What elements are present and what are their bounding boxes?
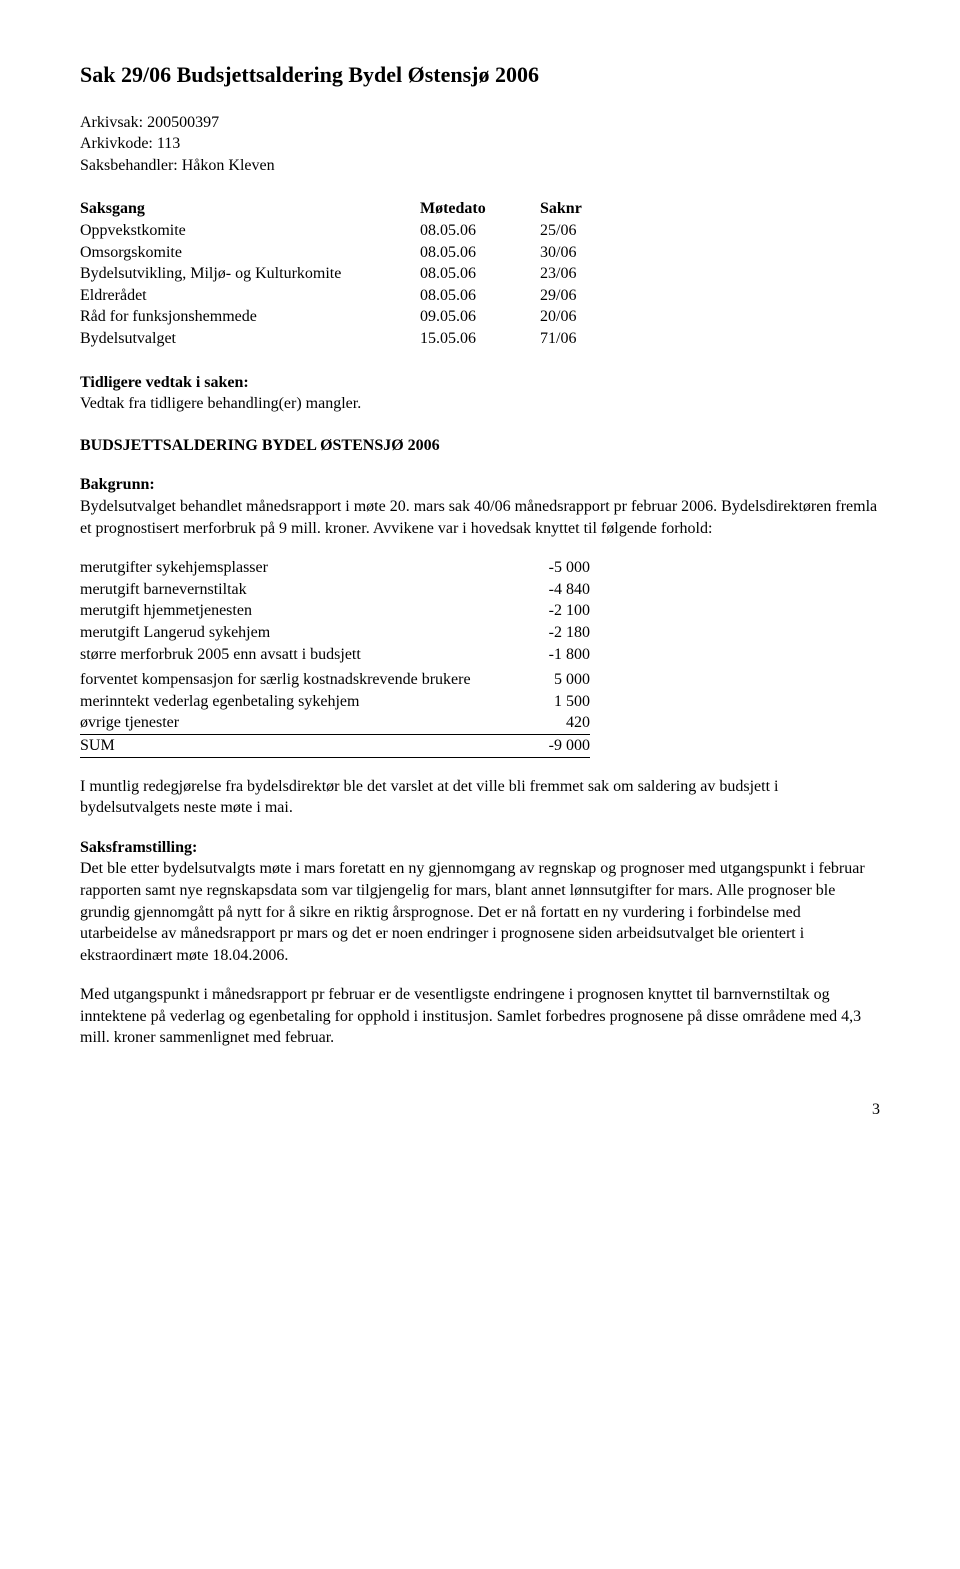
cost-val: -2 180 xyxy=(500,622,590,644)
cost-desc: merutgift barnevernstiltak xyxy=(80,579,500,601)
cost-row: øvrige tjenester 420 xyxy=(80,712,590,734)
arkivsak-value: 200500397 xyxy=(147,114,219,131)
bakgrunn-label: Bakgrunn: xyxy=(80,476,155,493)
cost-desc: merutgifter sykehjemsplasser xyxy=(80,557,500,579)
saksgang-table: Saksgang Møtedato Saknr Oppvekstkomite 0… xyxy=(80,198,620,349)
saksgang-header-body: Saksgang xyxy=(80,198,420,220)
saksframstilling-label: Saksframstilling: xyxy=(80,839,197,856)
bakgrunn-text: Bydelsutvalget behandlet månedsrapport i… xyxy=(80,498,877,537)
saksgang-header-row: Saksgang Møtedato Saknr xyxy=(80,198,620,220)
arkivkode-value: 113 xyxy=(157,135,180,152)
arkivsak-label: Arkivsak: xyxy=(80,114,147,131)
saksframstilling-text: Det ble etter bydelsutvalgts møte i mars… xyxy=(80,860,865,963)
cost-desc: større merforbruk 2005 enn avsatt i buds… xyxy=(80,644,500,666)
para-utgangspunkt: Med utgangspunkt i månedsrapport pr febr… xyxy=(80,984,880,1049)
tidligere-text: Vedtak fra tidligere behandling(er) mang… xyxy=(80,393,880,415)
saksgang-date: 09.05.06 xyxy=(420,306,540,328)
saksgang-saknr: 30/06 xyxy=(540,242,620,264)
arkivkode-label: Arkivkode: xyxy=(80,135,157,152)
cost-val: -5 000 xyxy=(500,557,590,579)
arkivkode-line: Arkivkode: 113 xyxy=(80,133,880,155)
cost-sum-row: SUM -9 000 xyxy=(80,734,590,757)
page-number: 3 xyxy=(80,1099,880,1121)
cost-sum-desc: SUM xyxy=(80,734,500,757)
saksbehandler-value: Håkon Kleven xyxy=(182,157,275,174)
main-heading: BUDSJETTSALDERING BYDEL ØSTENSJØ 2006 xyxy=(80,435,880,457)
saksbehandler-label: Saksbehandler: xyxy=(80,157,182,174)
saksgang-date: 15.05.06 xyxy=(420,328,540,350)
cost-val: 1 500 xyxy=(500,691,590,713)
saksgang-date: 08.05.06 xyxy=(420,263,540,285)
saksgang-body: Eldrerådet xyxy=(80,285,420,307)
saksgang-saknr: 25/06 xyxy=(540,220,620,242)
cost-val: -2 100 xyxy=(500,600,590,622)
cost-val: -1 800 xyxy=(500,644,590,666)
para-redegjorelse: I muntlig redegjørelse fra bydelsdirektø… xyxy=(80,776,880,819)
bakgrunn-para: Bakgrunn: Bydelsutvalget behandlet måned… xyxy=(80,474,880,539)
cost-val: 420 xyxy=(500,712,590,734)
cost-desc: merutgift hjemmetjenesten xyxy=(80,600,500,622)
costs-table: merutgifter sykehjemsplasser -5 000 meru… xyxy=(80,557,590,757)
cost-sum-val: -9 000 xyxy=(500,734,590,757)
cost-val: 5 000 xyxy=(500,669,590,691)
saksgang-row: Bydelsutvikling, Miljø- og Kulturkomite … xyxy=(80,263,620,285)
cost-row: merutgift hjemmetjenesten -2 100 xyxy=(80,600,590,622)
cost-desc: øvrige tjenester xyxy=(80,712,500,734)
arkivsak-line: Arkivsak: 200500397 xyxy=(80,112,880,134)
cost-val: -4 840 xyxy=(500,579,590,601)
saksgang-header-date: Møtedato xyxy=(420,198,540,220)
meta-block: Arkivsak: 200500397 Arkivkode: 113 Saksb… xyxy=(80,112,880,177)
saksgang-date: 08.05.06 xyxy=(420,220,540,242)
saksgang-row: Eldrerådet 08.05.06 29/06 xyxy=(80,285,620,307)
saksgang-saknr: 71/06 xyxy=(540,328,620,350)
saksgang-header-saknr: Saknr xyxy=(540,198,620,220)
saksgang-body: Råd for funksjonshemmede xyxy=(80,306,420,328)
saksbehandler-line: Saksbehandler: Håkon Kleven xyxy=(80,155,880,177)
saksframstilling-para: Saksframstilling: Det ble etter bydelsut… xyxy=(80,837,880,967)
saksgang-saknr: 23/06 xyxy=(540,263,620,285)
tidligere-heading: Tidligere vedtak i saken: xyxy=(80,372,880,394)
saksgang-body: Omsorgskomite xyxy=(80,242,420,264)
saksgang-saknr: 29/06 xyxy=(540,285,620,307)
saksgang-date: 08.05.06 xyxy=(420,242,540,264)
saksgang-body: Bydelsutvikling, Miljø- og Kulturkomite xyxy=(80,263,420,285)
cost-desc: forventet kompensasjon for særlig kostna… xyxy=(80,669,500,691)
cost-row: større merforbruk 2005 enn avsatt i buds… xyxy=(80,644,590,666)
tidligere-block: Tidligere vedtak i saken: Vedtak fra tid… xyxy=(80,372,880,415)
saksgang-row: Omsorgskomite 08.05.06 30/06 xyxy=(80,242,620,264)
saksgang-body: Oppvekstkomite xyxy=(80,220,420,242)
cost-row: merinntekt vederlag egenbetaling sykehje… xyxy=(80,691,590,713)
cost-row: merutgift barnevernstiltak -4 840 xyxy=(80,579,590,601)
saksgang-body: Bydelsutvalget xyxy=(80,328,420,350)
cost-row: merutgifter sykehjemsplasser -5 000 xyxy=(80,557,590,579)
saksgang-row: Bydelsutvalget 15.05.06 71/06 xyxy=(80,328,620,350)
cost-row: forventet kompensasjon for særlig kostna… xyxy=(80,669,590,691)
saksgang-saknr: 20/06 xyxy=(540,306,620,328)
cost-desc: merutgift Langerud sykehjem xyxy=(80,622,500,644)
cost-desc: merinntekt vederlag egenbetaling sykehje… xyxy=(80,691,500,713)
saksgang-date: 08.05.06 xyxy=(420,285,540,307)
saksgang-row: Råd for funksjonshemmede 09.05.06 20/06 xyxy=(80,306,620,328)
cost-row: merutgift Langerud sykehjem -2 180 xyxy=(80,622,590,644)
saksgang-row: Oppvekstkomite 08.05.06 25/06 xyxy=(80,220,620,242)
page-title: Sak 29/06 Budsjettsaldering Bydel Østens… xyxy=(80,60,880,90)
